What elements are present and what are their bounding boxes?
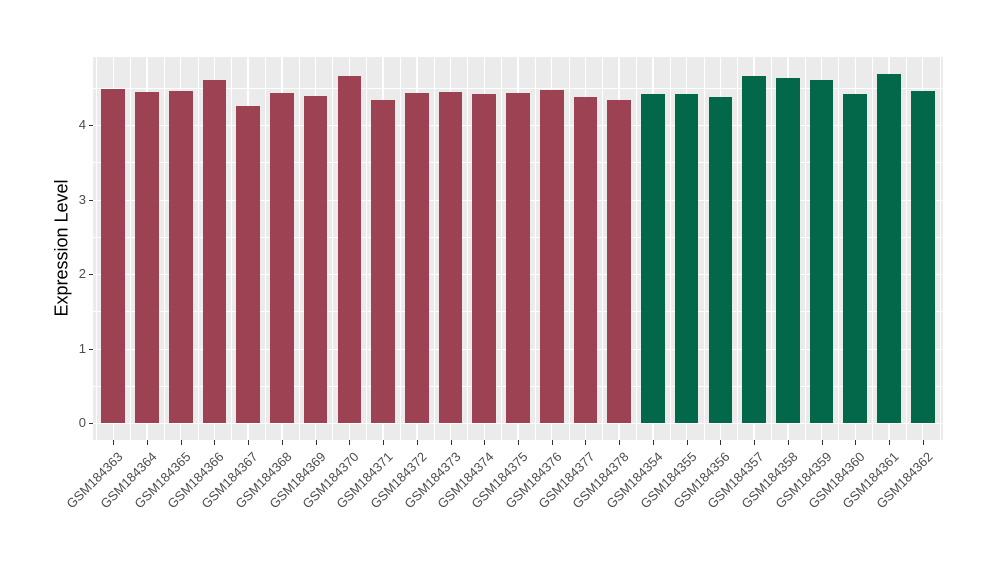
gridline-minor-x bbox=[770, 57, 772, 440]
y-tick-label: 2 bbox=[78, 266, 86, 281]
y-tick-label: 3 bbox=[78, 191, 86, 207]
gridline-minor-x bbox=[602, 57, 603, 440]
gridline-minor-x bbox=[669, 57, 671, 440]
x-tick-mark bbox=[113, 440, 115, 445]
bar-GSM184377 bbox=[573, 96, 598, 423]
gridline-minor-x bbox=[130, 57, 131, 440]
gridline-minor-x bbox=[231, 57, 232, 440]
gridline-minor-x bbox=[265, 57, 266, 440]
x-tick-mark bbox=[787, 440, 789, 445]
bar-GSM184356 bbox=[708, 96, 733, 423]
x-tick-mark bbox=[922, 440, 924, 445]
bar-GSM184362 bbox=[910, 90, 935, 423]
gridline-minor-x bbox=[332, 57, 334, 440]
bar-GSM184376 bbox=[539, 89, 564, 423]
gridline-minor-x bbox=[501, 57, 502, 440]
x-tick-mark bbox=[754, 440, 756, 445]
gridline-minor-x bbox=[96, 57, 98, 440]
bar-GSM184361 bbox=[877, 73, 901, 423]
gridline-minor-x bbox=[163, 57, 165, 440]
y-tick-mark bbox=[88, 423, 93, 424]
bar-GSM184368 bbox=[270, 92, 294, 423]
x-tick-mark bbox=[349, 440, 351, 445]
y-tick-label: 1 bbox=[78, 340, 86, 356]
x-tick-mark bbox=[585, 440, 587, 445]
x-tick-mark bbox=[821, 440, 823, 445]
gridline-minor-x bbox=[467, 57, 469, 440]
y-tick-mark bbox=[88, 348, 93, 350]
bar-GSM184367 bbox=[236, 106, 260, 423]
bar-GSM184355 bbox=[674, 93, 699, 423]
bar-GSM184359 bbox=[809, 80, 834, 423]
bar-GSM184354 bbox=[641, 94, 665, 423]
gridline-minor-x bbox=[636, 57, 637, 440]
bar-GSM184357 bbox=[742, 75, 766, 423]
x-tick-mark bbox=[484, 440, 486, 445]
x-tick-mark bbox=[146, 440, 148, 445]
gridline-minor-x bbox=[433, 57, 435, 440]
x-tick-mark bbox=[551, 440, 553, 445]
gridline-minor-x bbox=[838, 57, 840, 440]
gridline-minor-x bbox=[197, 57, 199, 440]
x-tick-mark bbox=[315, 440, 317, 445]
x-tick-mark bbox=[383, 440, 385, 445]
bar-GSM184370 bbox=[337, 75, 362, 423]
plot-panel bbox=[93, 57, 943, 440]
gridline-minor-x bbox=[534, 57, 536, 440]
x-tick-mark bbox=[180, 440, 182, 445]
x-tick-mark bbox=[281, 440, 283, 445]
x-tick-mark bbox=[450, 440, 452, 445]
x-tick-mark bbox=[214, 440, 216, 445]
y-tick-label: 4 bbox=[78, 117, 86, 132]
bar-GSM184364 bbox=[135, 92, 159, 423]
gridline-minor-x bbox=[804, 57, 806, 440]
y-tick-mark bbox=[88, 125, 93, 126]
x-tick-mark bbox=[720, 440, 722, 445]
gridline-minor-x bbox=[905, 57, 907, 440]
gridline-minor-x bbox=[568, 57, 570, 440]
x-tick-mark bbox=[652, 440, 654, 445]
bar-GSM184360 bbox=[843, 94, 868, 423]
gridline-minor-x bbox=[298, 57, 300, 440]
gridline-minor-x bbox=[939, 57, 941, 440]
bar-GSM184358 bbox=[776, 78, 800, 423]
bar-GSM184365 bbox=[168, 90, 193, 423]
gridline-minor-x bbox=[703, 57, 705, 440]
bar-GSM184372 bbox=[405, 92, 429, 423]
bar-GSM184373 bbox=[438, 92, 463, 423]
bar-GSM184366 bbox=[202, 79, 227, 423]
x-tick-mark bbox=[686, 440, 688, 445]
bar-GSM184378 bbox=[607, 99, 631, 423]
gridline-minor-x bbox=[399, 57, 401, 440]
x-tick-mark bbox=[855, 440, 857, 445]
x-tick-mark bbox=[518, 440, 519, 445]
x-tick-mark bbox=[248, 440, 250, 445]
x-tick-mark bbox=[416, 440, 418, 445]
gridline-minor-x bbox=[366, 57, 367, 440]
bar-GSM184371 bbox=[371, 99, 395, 423]
bar-GSM184374 bbox=[472, 93, 497, 423]
y-tick-mark bbox=[88, 199, 93, 201]
bar-GSM184369 bbox=[303, 95, 328, 423]
x-tick-mark bbox=[619, 440, 621, 445]
y-tick-mark bbox=[88, 274, 93, 275]
x-tick-mark bbox=[889, 440, 891, 445]
gridline-minor-x bbox=[737, 57, 738, 440]
y-tick-label: 0 bbox=[78, 415, 86, 430]
bar-GSM184363 bbox=[101, 89, 126, 423]
bar-GSM184375 bbox=[506, 92, 530, 423]
gridline-minor-x bbox=[872, 57, 873, 440]
